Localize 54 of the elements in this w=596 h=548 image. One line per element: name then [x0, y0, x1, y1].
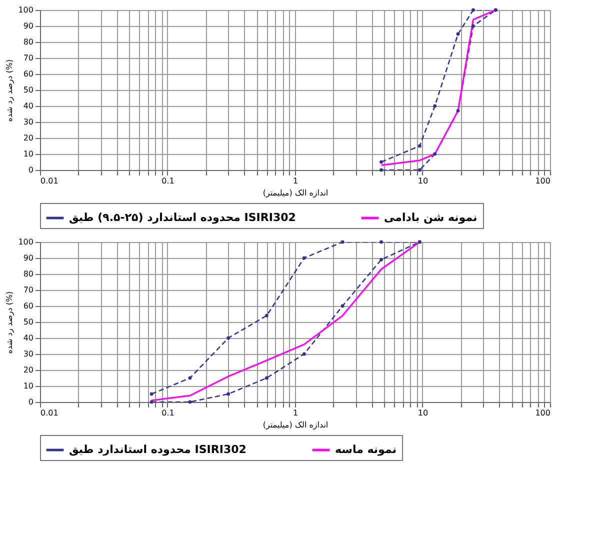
x-tick-label: 0.01	[40, 408, 58, 418]
y-tick-label: 30	[23, 118, 34, 126]
y-tick-label: 10	[23, 150, 34, 158]
y-tick-label: 90	[23, 254, 34, 262]
x-tick-label: 10	[418, 176, 428, 186]
x-tick-label: 0.1	[162, 176, 174, 186]
y-tick-label: 10	[23, 382, 34, 390]
y-axis-title: درصد رد شده (%)	[5, 291, 14, 354]
legend-label: محدوده استاندارد (۲۵-۹.۵) طبق ISIRI302	[69, 211, 296, 224]
point	[302, 352, 306, 356]
point	[380, 258, 384, 262]
y-tick-label: 20	[23, 134, 34, 142]
point	[226, 336, 230, 340]
x-axis-title: اندازه الک (میلیمتر)	[262, 188, 328, 198]
y-tick-label: 80	[23, 270, 34, 278]
y-tick-label: 60	[23, 302, 34, 310]
y-tick-label: 50	[23, 318, 34, 326]
x-tick-label: 1	[292, 176, 298, 186]
y-tick-label: 100	[18, 6, 34, 14]
legend-label: محدوده استاندارد طبق ISIRI302	[69, 443, 246, 456]
point	[188, 376, 192, 380]
x-tick-label: 100	[535, 408, 550, 418]
point	[264, 314, 268, 318]
y-tick-label: 50	[23, 86, 34, 94]
y-axis-title: درصد رد شده (%)	[5, 59, 14, 122]
point	[264, 376, 268, 380]
y-tick-label: 70	[23, 54, 34, 62]
point	[188, 400, 192, 404]
point	[340, 240, 344, 244]
x-tick-label: 100	[535, 176, 550, 186]
y-tick-label: 0	[28, 398, 34, 406]
point	[226, 392, 230, 396]
point	[302, 256, 306, 260]
y-tick-label: 40	[23, 334, 34, 342]
legend-label: نمونه ماسه	[335, 443, 396, 456]
y-tick-label: 60	[23, 70, 34, 78]
point	[150, 392, 154, 396]
x-axis-title: اندازه الک (میلیمتر)	[262, 420, 328, 430]
y-tick-label: 40	[23, 102, 34, 110]
legend-label: نمونه شن بادامی	[384, 211, 478, 224]
y-tick-label: 20	[23, 366, 34, 374]
y-tick-label: 80	[23, 38, 34, 46]
x-tick-label: 0.1	[162, 408, 174, 418]
y-tick-label: 30	[23, 350, 34, 358]
point	[340, 304, 344, 308]
x-tick-label: 10	[418, 408, 428, 418]
y-tick-label: 100	[18, 238, 34, 246]
y-tick-label: 70	[23, 286, 34, 294]
y-tick-label: 0	[28, 166, 34, 174]
point	[380, 240, 384, 244]
x-tick-label: 1	[292, 408, 298, 418]
point	[150, 400, 154, 404]
x-tick-label: 0.01	[40, 176, 58, 186]
y-tick-label: 90	[23, 22, 34, 30]
